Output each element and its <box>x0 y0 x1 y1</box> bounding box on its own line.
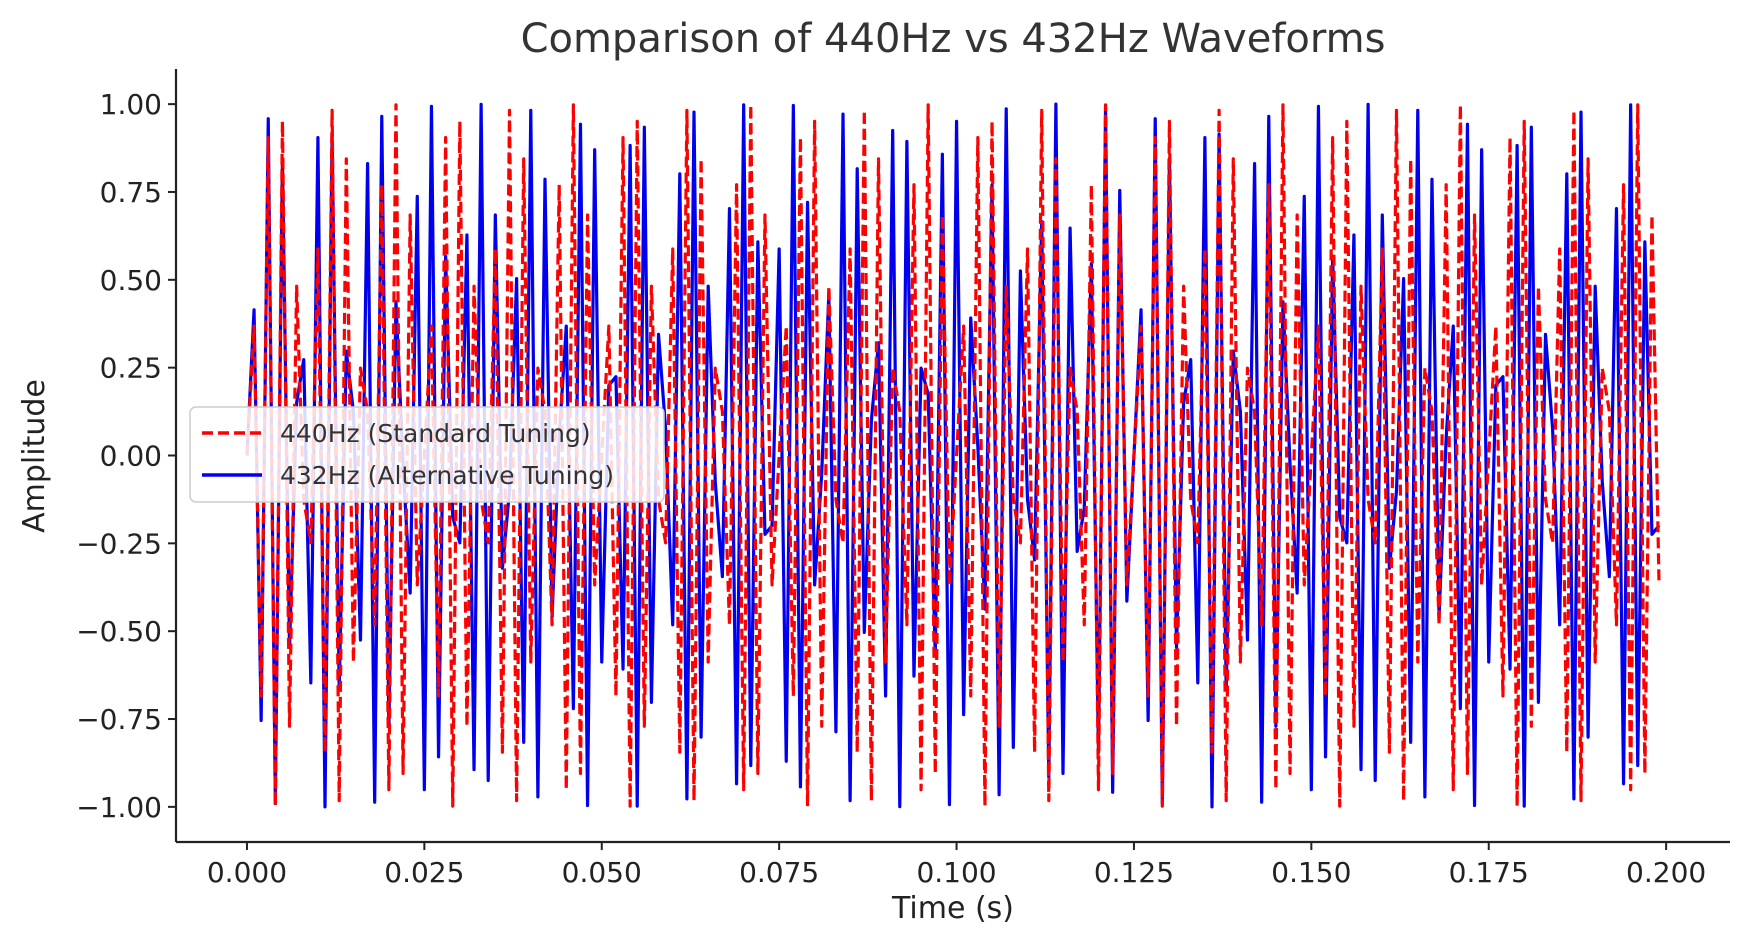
x-tick-label: 0.175 <box>1449 856 1529 889</box>
legend-box <box>189 406 665 503</box>
legend: 440Hz (Standard Tuning) 432Hz (Alternati… <box>189 406 665 503</box>
y-tick-label: −0.75 <box>76 703 162 736</box>
y-tick-label: 0.00 <box>100 440 162 473</box>
y-tick-label: −1.00 <box>76 791 162 824</box>
y-tick-label: 0.75 <box>100 176 162 209</box>
x-tick-label: 0.050 <box>562 856 642 889</box>
series-line-440hz <box>245 103 1661 808</box>
x-tick-label: 0.075 <box>739 856 819 889</box>
legend-label-440hz: 440Hz (Standard Tuning) <box>280 419 591 448</box>
y-tick-label: 1.00 <box>100 88 162 121</box>
series-line-432hz <box>245 102 1661 809</box>
legend-label-432hz: 432Hz (Alternative Tuning) <box>280 461 614 490</box>
x-tick-label: 0.025 <box>384 856 464 889</box>
y-axis-label: Amplitude <box>17 379 52 533</box>
x-tick-label: 0.000 <box>207 856 287 889</box>
chart-title: Comparison of 440Hz vs 432Hz Waveforms <box>521 16 1386 62</box>
x-axis-label: Time (s) <box>891 891 1014 926</box>
y-tick-label: 0.50 <box>100 264 162 297</box>
y-tick-label: 0.25 <box>100 352 162 385</box>
y-axis-ticks: 1.00 0.75 0.50 0.25 0.00 −0.25 −0.50 −0.75 −1.00 <box>76 88 176 824</box>
x-tick-label: 0.150 <box>1271 856 1351 889</box>
x-axis-ticks: 0.000 0.025 0.050 0.075 0.100 0.125 0.150 0.175… <box>207 842 1706 889</box>
y-tick-label: −0.25 <box>76 527 162 560</box>
plot-lines <box>245 102 1661 809</box>
x-tick-label: 0.125 <box>1094 856 1174 889</box>
x-tick-label: 0.100 <box>916 856 996 889</box>
x-tick-label: 0.200 <box>1626 856 1706 889</box>
y-tick-label: −0.50 <box>76 615 162 648</box>
